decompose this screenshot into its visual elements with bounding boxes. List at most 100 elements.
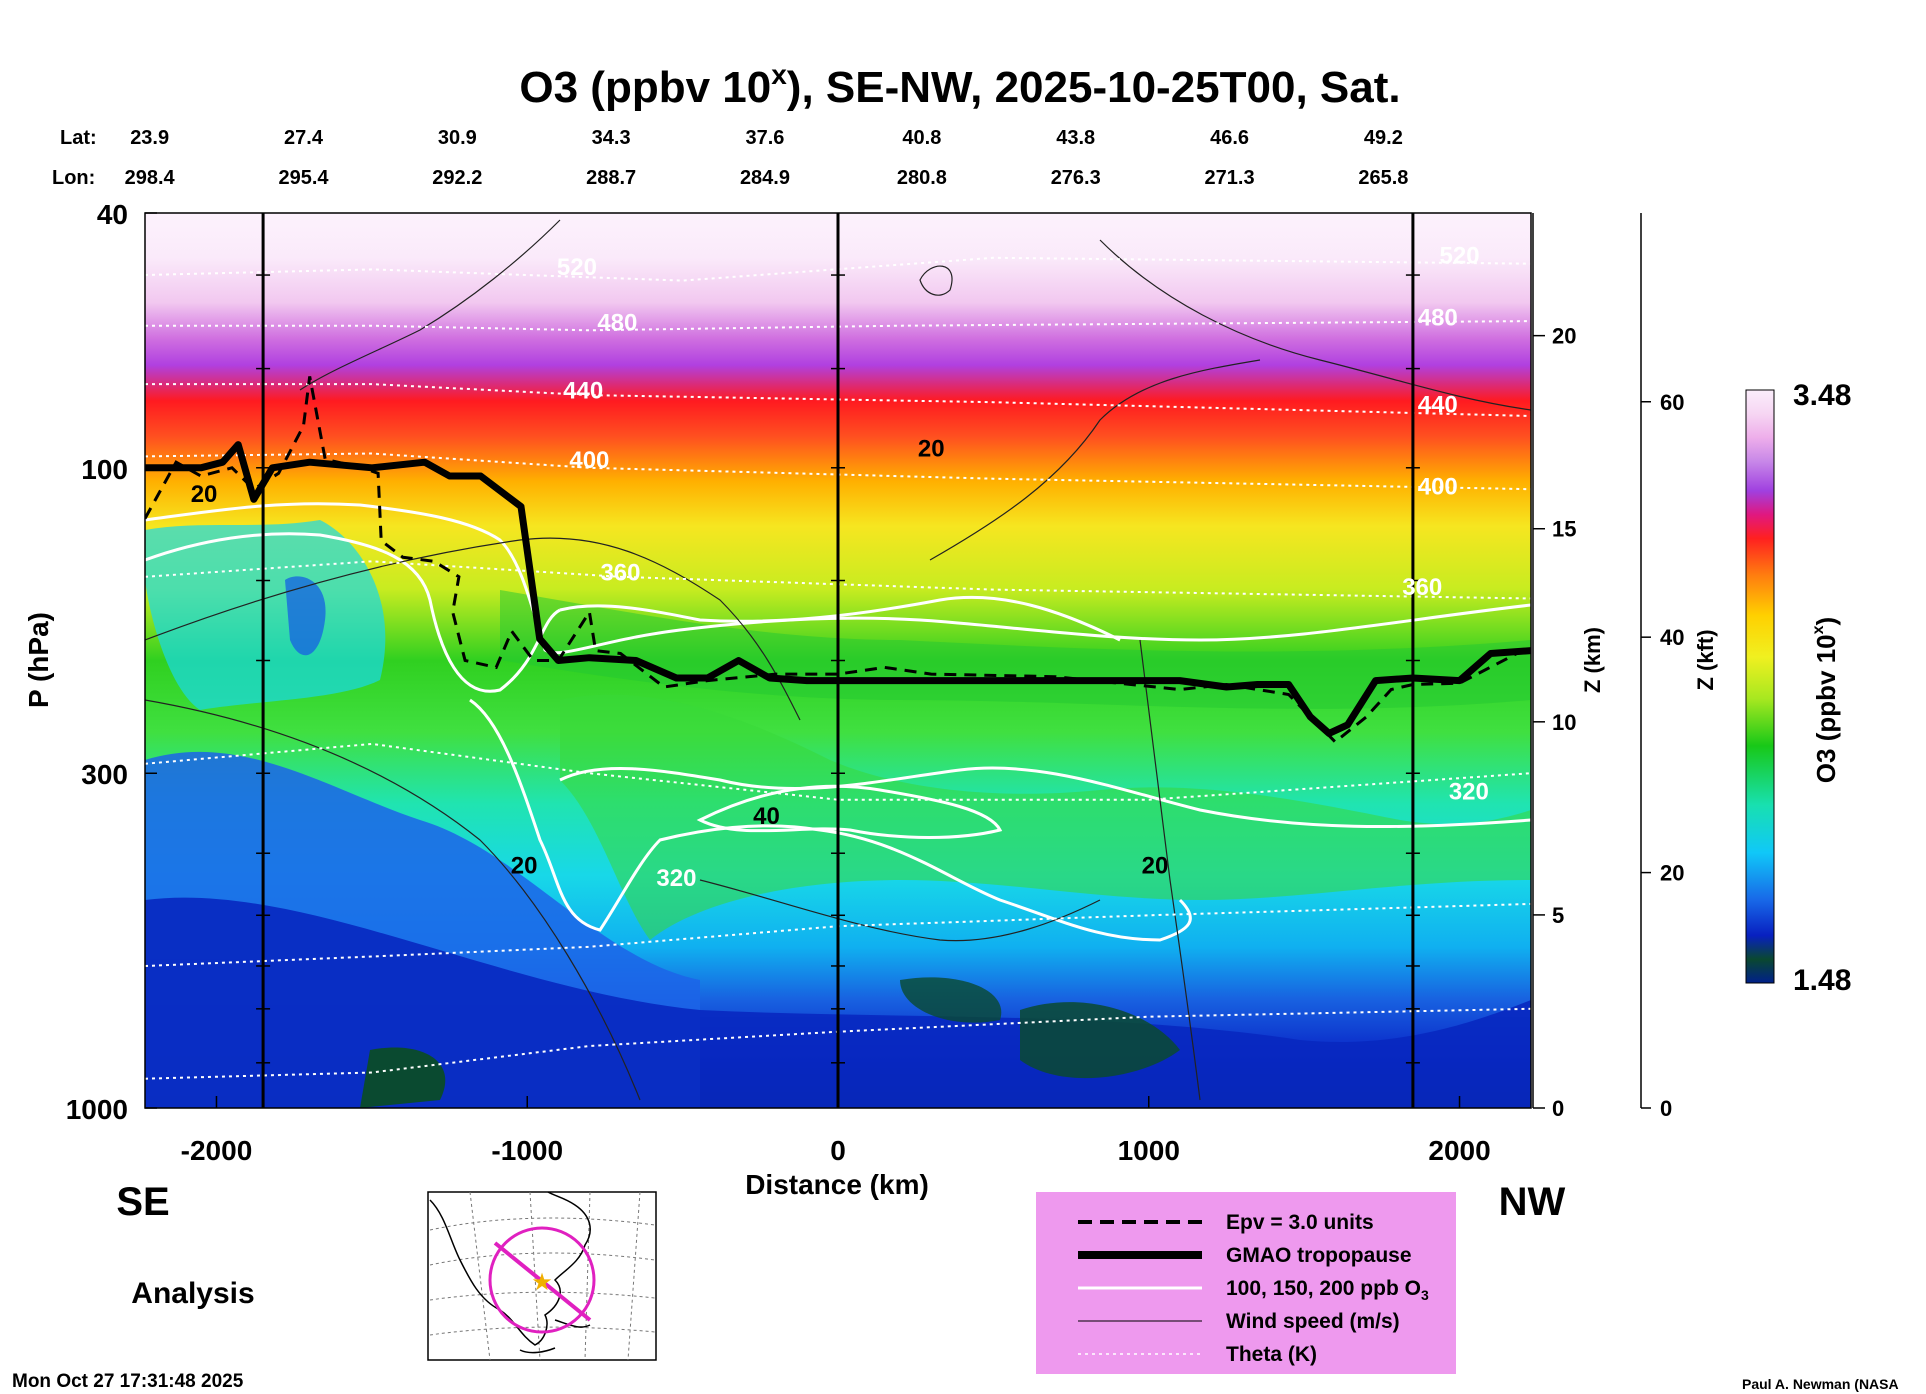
se-direction-label: SE	[116, 1180, 169, 1224]
theta-label: 360	[600, 560, 640, 587]
z-km-tick-label: 15	[1552, 517, 1576, 542]
wind-contour-h	[929, 359, 1261, 561]
z-kft-axis-label: Z (kft)	[1693, 629, 1718, 690]
z-kft-tick-label: 0	[1660, 1096, 1672, 1121]
theta-line	[145, 742, 1531, 801]
z-km-tick-label: 5	[1552, 903, 1564, 928]
legend-label-theta: Theta (K)	[1226, 1343, 1317, 1366]
wind-speed-label: 20	[918, 435, 945, 462]
green-band	[500, 590, 1531, 709]
x-tick-label: -1000	[491, 1135, 563, 1166]
wind-speed-label: 20	[1142, 852, 1169, 879]
wind-contour-d	[1099, 239, 1531, 411]
theta-label: 440	[563, 378, 603, 405]
lat-value: 40.8	[902, 127, 941, 149]
epv-line-group	[145, 376, 1531, 744]
lon-value: 298.4	[125, 167, 176, 189]
lat-value: 49.2	[1364, 127, 1403, 149]
lon-value: 284.9	[740, 167, 790, 189]
lat-value: 27.4	[284, 127, 324, 149]
colorbar-min-label: 1.48	[1793, 964, 1851, 997]
inset-map-center-star: ★	[531, 1269, 553, 1296]
inset-map-route	[493, 1241, 592, 1322]
contour-labels: 520 480 440 400 360 320 520 480 440 400 360 320 20 20…	[191, 243, 1489, 892]
epv-line	[145, 376, 1531, 744]
inset-map: ★	[427, 1191, 657, 1361]
y-tick-label: 100	[81, 454, 128, 485]
x-tick-label: 1000	[1118, 1135, 1180, 1166]
lon-label: Lon:	[52, 167, 95, 189]
theta-label: 480	[1418, 305, 1458, 332]
theta-label: 520	[557, 254, 597, 281]
green-tongue	[560, 694, 1531, 940]
lat-value: 23.9	[130, 127, 169, 149]
analysis-label: Analysis	[131, 1277, 254, 1310]
chart-title: O3 (ppbv 10x), SE-NW, 2025-10-25T00, Sat…	[519, 59, 1400, 112]
lon-value: 292.2	[432, 167, 482, 189]
lon-value: 280.8	[897, 167, 947, 189]
station-lines	[256, 213, 1420, 1108]
lon-value: 295.4	[278, 167, 329, 189]
inset-map-circle	[488, 1226, 596, 1334]
dark-green-patch-3	[900, 977, 1002, 1023]
legend-items: Epv = 3.0 units GMAO tropopause 100, 150, …	[1078, 1211, 1429, 1366]
lat-value: 34.3	[592, 127, 631, 149]
theta-label: 320	[1449, 779, 1489, 806]
wind-speed-label: 20	[191, 481, 218, 508]
lon-value: 276.3	[1051, 167, 1101, 189]
lon-value: 265.8	[1358, 167, 1408, 189]
theta-line	[145, 560, 1531, 600]
lat-value: 37.6	[746, 127, 785, 149]
lat-value: 30.9	[438, 127, 477, 149]
x-tick-label: 2000	[1428, 1135, 1490, 1166]
colorbar-label: O3 (ppbv 10x)	[1810, 617, 1841, 783]
lat-label: Lat:	[60, 127, 97, 149]
wind-contour-g	[1139, 639, 1201, 1101]
nw-direction-label: NW	[1499, 1180, 1566, 1224]
low-ozone-region-bottom	[145, 897, 1531, 1108]
z-km-axis-label: Z (km)	[1580, 627, 1605, 693]
legend-label-wind: Wind speed (m/s)	[1226, 1310, 1400, 1333]
wind-contour-c	[699, 879, 1101, 942]
wind-contour-a	[145, 537, 801, 721]
theta-label: 440	[1418, 392, 1458, 419]
ozone-contour-100	[145, 502, 1531, 655]
tropopause-line	[145, 441, 1531, 737]
y-tick-label: 300	[81, 759, 128, 790]
z-km-tick-label: 0	[1552, 1096, 1564, 1121]
theta-label: 520	[1440, 243, 1480, 270]
ozone-contour-mid	[559, 766, 1531, 829]
axes: -2000 -1000 0 1000 2000 40 100 300 1000 0 5 10 15 20 0…	[66, 199, 1685, 1166]
colorbar-max-label: 3.48	[1793, 379, 1851, 412]
legend: Epv = 3.0 units GMAO tropopause 100, 150, …	[1036, 1192, 1456, 1374]
blue-blob	[285, 576, 326, 656]
plot-area: 520 480 440 400 360 320 520 480 440 400 360 320 20 20…	[145, 213, 1531, 1108]
inset-map-coastline	[429, 1191, 591, 1354]
ozone-contour-150	[145, 532, 561, 693]
lat-value: 43.8	[1056, 127, 1095, 149]
legend-label-epv: Epv = 3.0 units	[1226, 1211, 1374, 1234]
timestamp: Mon Oct 27 17:31:48 2025	[12, 1371, 244, 1392]
x-axis-label: Distance (km)	[745, 1169, 929, 1200]
lat-value: 46.6	[1210, 127, 1249, 149]
colorbar	[1745, 389, 1775, 984]
theta-label: 320	[656, 865, 696, 892]
tropopause-line-group	[145, 441, 1531, 737]
ozone-contour-upper	[559, 595, 1121, 642]
theta-lines	[145, 256, 1531, 1080]
x-tick-label: 0	[830, 1135, 846, 1166]
cyan-region-left	[145, 520, 386, 710]
x-tick-label: -2000	[181, 1135, 253, 1166]
ozone-contour-200	[469, 698, 1192, 942]
z-km-tick-label: 20	[1552, 324, 1576, 349]
theta-line	[145, 1007, 1531, 1080]
legend-label-ozone: 100, 150, 200 ppb O3	[1226, 1277, 1429, 1303]
z-kft-tick-label: 60	[1660, 390, 1684, 415]
theta-label: 400	[1418, 473, 1458, 500]
z-kft-tick-label: 20	[1660, 861, 1684, 886]
theta-line	[145, 902, 1531, 967]
y-tick-label: 40	[97, 199, 128, 230]
theta-label: 480	[597, 309, 637, 336]
z-km-tick-label: 10	[1552, 710, 1576, 735]
